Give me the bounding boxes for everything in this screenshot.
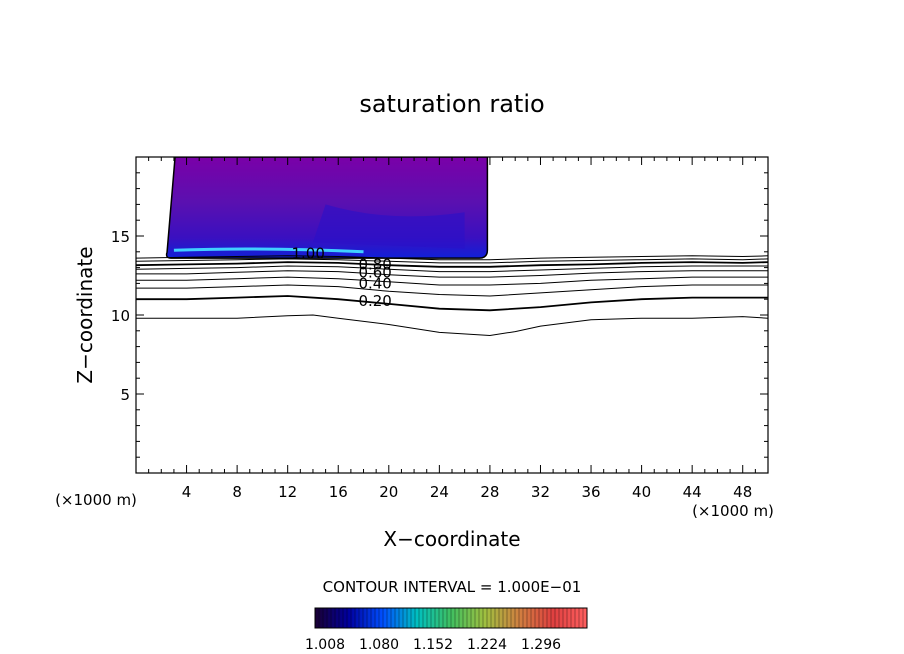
x-tick-label: 48 — [733, 483, 752, 501]
colorbar-tick-label: 1.080 — [359, 637, 399, 653]
contour-labels: 1.00 0.800.600.400.20 — [291, 244, 391, 309]
colorbar-tick-label: 1.008 — [305, 637, 345, 653]
x-tick-label: 28 — [480, 483, 499, 501]
contour-label: 1.00 — [291, 244, 324, 262]
y-axis-ticks: 5 10 15 — [111, 172, 768, 458]
colorbar-frame — [314, 607, 588, 629]
colorbar-tick-label: 1.224 — [467, 637, 507, 653]
contour-lines — [136, 255, 768, 337]
x-tick-label: 24 — [430, 483, 449, 501]
fill-inner-band — [312, 204, 465, 249]
fill-highlight — [173, 247, 364, 254]
saturation-fill-region — [165, 157, 489, 259]
y-tick-label: 10 — [111, 307, 130, 325]
x-tick-label: 12 — [278, 483, 297, 501]
colorbar-stripes — [318, 608, 584, 628]
x-tick-label: 4 — [182, 483, 192, 501]
x-tick-label: 8 — [232, 483, 242, 501]
contour-line-0.4 — [136, 284, 768, 297]
contour-label: 0.20 — [358, 292, 391, 310]
contour-line-0.9 — [136, 258, 768, 264]
contour-label: 0.60 — [358, 263, 391, 281]
chart-title: saturation ratio — [359, 90, 544, 118]
contour-line-0.6 — [136, 270, 768, 278]
contour-line-0.8 — [136, 261, 768, 268]
x-tick-label: 40 — [632, 483, 651, 501]
contour-line-1 — [136, 255, 768, 261]
x-tick-label: 44 — [683, 483, 702, 501]
y-tick-label: 5 — [120, 386, 130, 404]
x-unit-left: (×1000 m) — [55, 491, 137, 509]
x-tick-label: 16 — [329, 483, 348, 501]
contour-line-0.7 — [136, 265, 768, 273]
colorbar-tick-label: 1.296 — [521, 637, 561, 653]
x-tick-label: 32 — [531, 483, 550, 501]
contour-interval-text: CONTOUR INTERVAL = 1.000E−01 — [323, 578, 582, 596]
x-axis-ticks: 4 8 12 16 20 24 28 32 36 40 44 48 — [148, 157, 756, 501]
colorbar-tick-label: 1.152 — [413, 637, 453, 653]
x-tick-label: 20 — [379, 483, 398, 501]
contour-line-0.3 — [136, 295, 768, 312]
contour-label: 0.80 — [358, 255, 391, 273]
x-axis-label: X−coordinate — [383, 527, 520, 551]
contour-line-0.2 — [136, 314, 768, 337]
contour-line-0.5 — [136, 276, 768, 286]
x-unit-right: (×1000 m) — [692, 502, 774, 520]
y-axis-label: Z−coordinate — [73, 246, 97, 383]
x-tick-label: 36 — [581, 483, 600, 501]
contour-label: 0.40 — [358, 274, 391, 292]
colorbar-tick-labels: 1.008 1.080 1.152 1.224 1.296 — [305, 637, 561, 653]
y-tick-label: 15 — [111, 228, 130, 246]
